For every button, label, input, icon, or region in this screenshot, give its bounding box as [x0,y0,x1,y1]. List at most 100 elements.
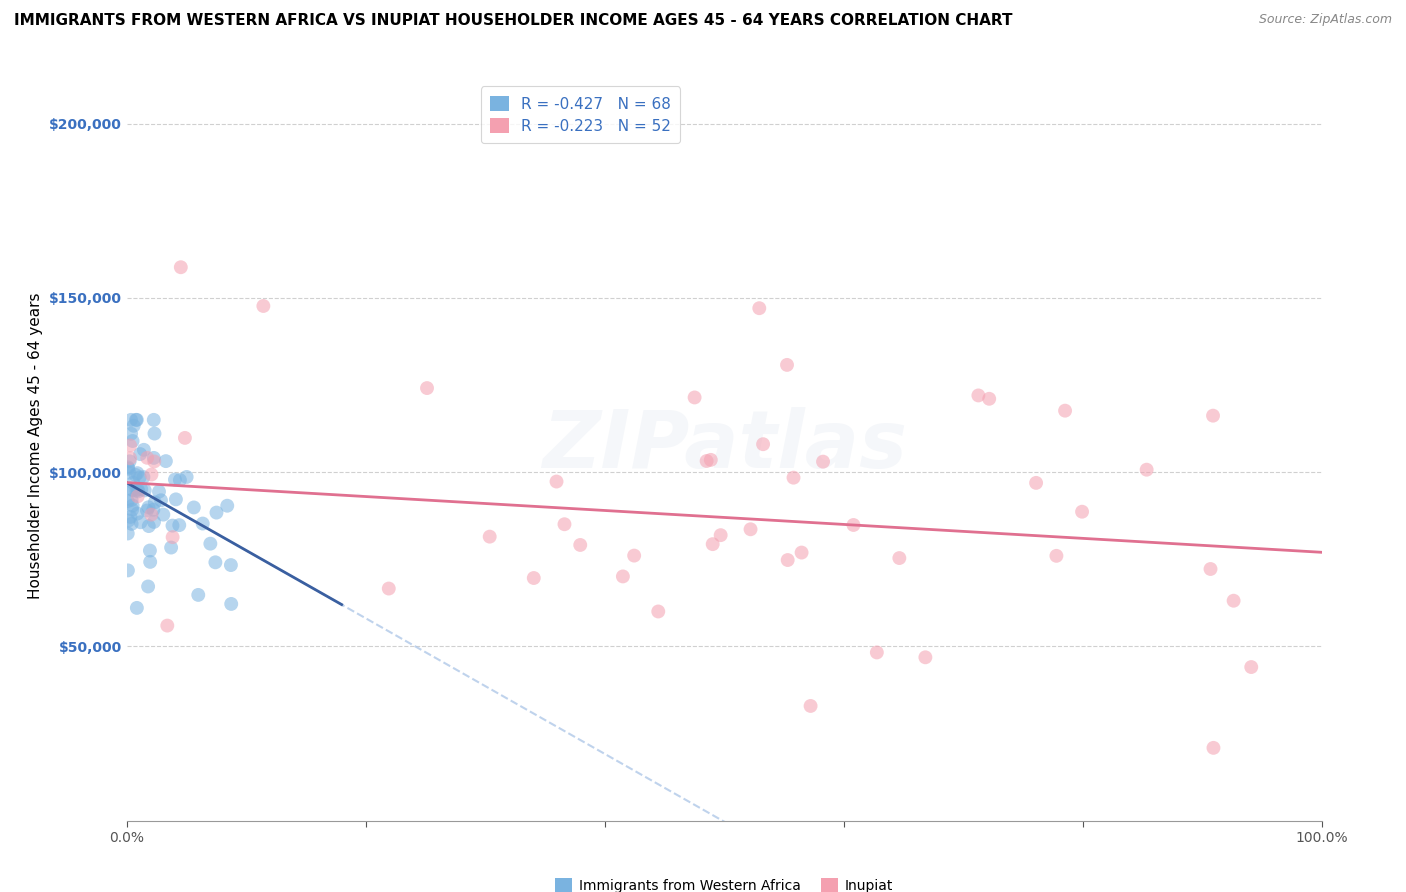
Point [623,549,645,563]
Point [205,506,228,520]
Point [120,451,142,466]
Point [127,483,149,497]
Point [141,467,163,482]
Point [139,555,162,569]
Point [748,301,770,316]
Point [1136,463,1159,477]
Point [117,526,139,541]
Point [163,473,186,487]
Point [138,500,160,515]
Point [1025,475,1047,490]
Point [148,484,170,499]
Point [914,650,936,665]
Point [782,471,804,485]
Point [162,530,184,544]
Point [183,500,205,515]
Point [141,508,163,522]
Point [121,499,143,513]
Point [569,538,592,552]
Point [187,588,209,602]
Point [162,518,184,533]
Point [142,413,165,427]
Point [149,493,172,508]
Point [143,454,166,468]
Point [200,536,222,550]
Point [191,516,214,531]
Point [132,442,155,457]
Point [1202,409,1225,423]
Point [219,558,242,572]
Point [142,450,165,465]
Point [219,597,242,611]
Point [129,483,152,497]
Point [143,515,166,529]
Point [120,438,142,452]
Point [811,455,834,469]
Text: Source: ZipAtlas.com: Source: ZipAtlas.com [1258,13,1392,27]
Point [700,453,723,467]
Point [170,260,193,275]
Point [612,569,634,583]
Point [800,698,823,713]
Point [142,502,165,516]
Point [866,645,889,659]
Point [1199,562,1222,576]
Point [523,571,546,585]
Point [132,470,155,484]
Point [478,530,501,544]
Point [136,579,159,593]
Point [117,460,139,475]
Point [121,492,143,507]
Point [127,489,149,503]
Point [125,413,148,427]
Point [136,503,159,517]
Point [156,618,179,632]
Point [967,388,990,402]
Point [165,492,187,507]
Point [120,509,142,524]
Point [160,541,183,555]
Point [252,299,274,313]
Point [416,381,439,395]
Point [117,514,139,528]
Point [127,484,149,499]
Point [1202,740,1225,755]
Point [174,431,197,445]
Point [120,413,142,427]
Point [169,473,191,487]
Point [128,470,150,484]
Point [553,517,575,532]
Point [117,563,139,577]
Point [124,467,146,482]
Point [155,454,177,468]
Legend: Immigrants from Western Africa, Inupiat: Immigrants from Western Africa, Inupiat [550,872,898,892]
Point [790,545,813,559]
Point [143,495,166,509]
Point [117,461,139,475]
Point [127,507,149,521]
Point [143,426,166,441]
Point [204,555,226,569]
Point [167,518,190,533]
Point [217,499,239,513]
Point [121,483,143,497]
Point [752,437,775,451]
Point [546,475,568,489]
Point [136,450,159,465]
Point [122,475,145,490]
Point [118,466,141,480]
Point [647,605,669,619]
Point [776,553,799,567]
Point [1054,403,1077,417]
Point [152,508,174,522]
Point [118,454,141,468]
Point [122,483,145,497]
Point [740,522,762,536]
Point [1045,549,1067,563]
Point [702,537,724,551]
Point [139,543,162,558]
Text: IMMIGRANTS FROM WESTERN AFRICA VS INUPIAT HOUSEHOLDER INCOME AGES 45 - 64 YEARS : IMMIGRANTS FROM WESTERN AFRICA VS INUPIA… [14,13,1012,29]
Point [979,392,1001,406]
Point [683,391,706,405]
Point [121,434,143,448]
